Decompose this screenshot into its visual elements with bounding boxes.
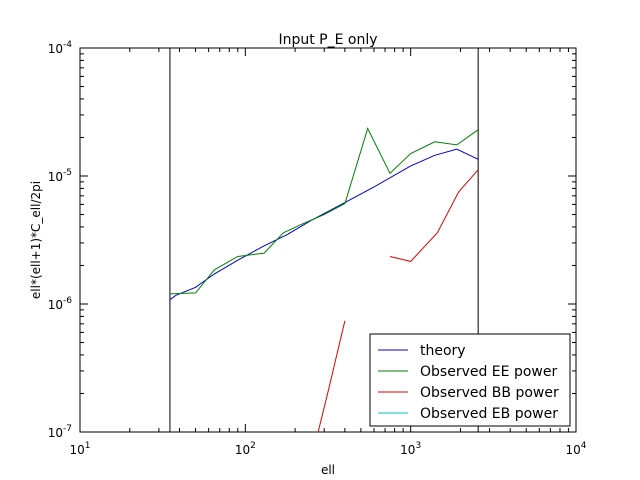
series-line-observed-ee-power (169, 127, 479, 295)
x-tick-label: 104 (565, 441, 586, 457)
x-tick-label: 102 (235, 441, 256, 457)
chart-title: Input P_E only (278, 32, 377, 48)
x-tick-label: 103 (400, 441, 421, 457)
y-tick-label: 10-7 (48, 424, 72, 440)
legend-label-observed-ee-power: Observed EE power (420, 364, 557, 380)
y-tick-label: 10-6 (48, 296, 73, 312)
y-tick-label: 10-4 (48, 40, 73, 56)
series-line-observed-bb-power-2 (389, 169, 479, 262)
legend-label-theory: theory (420, 343, 466, 359)
legend-label-observed-eb-power: Observed EB power (420, 406, 558, 422)
x-tick-label: 101 (69, 441, 90, 457)
y-axis-label: ell*(ell+1)*C_ell/2pi (29, 181, 43, 299)
series-line-observed-bb-power-1 (317, 320, 346, 432)
legend-label-observed-bb-power: Observed BB power (420, 385, 559, 401)
legend: theory Observed EE power Observed BB power… (369, 333, 571, 427)
ticks-layer: 101 102 103 104 10-7 10-6 10-5 10-4 (48, 40, 587, 457)
x-axis-label: ell (321, 463, 335, 477)
y-tick-label: 10-5 (48, 168, 72, 184)
series-layer (169, 127, 479, 432)
legend-box (369, 333, 571, 427)
series-line-theory (169, 148, 479, 301)
